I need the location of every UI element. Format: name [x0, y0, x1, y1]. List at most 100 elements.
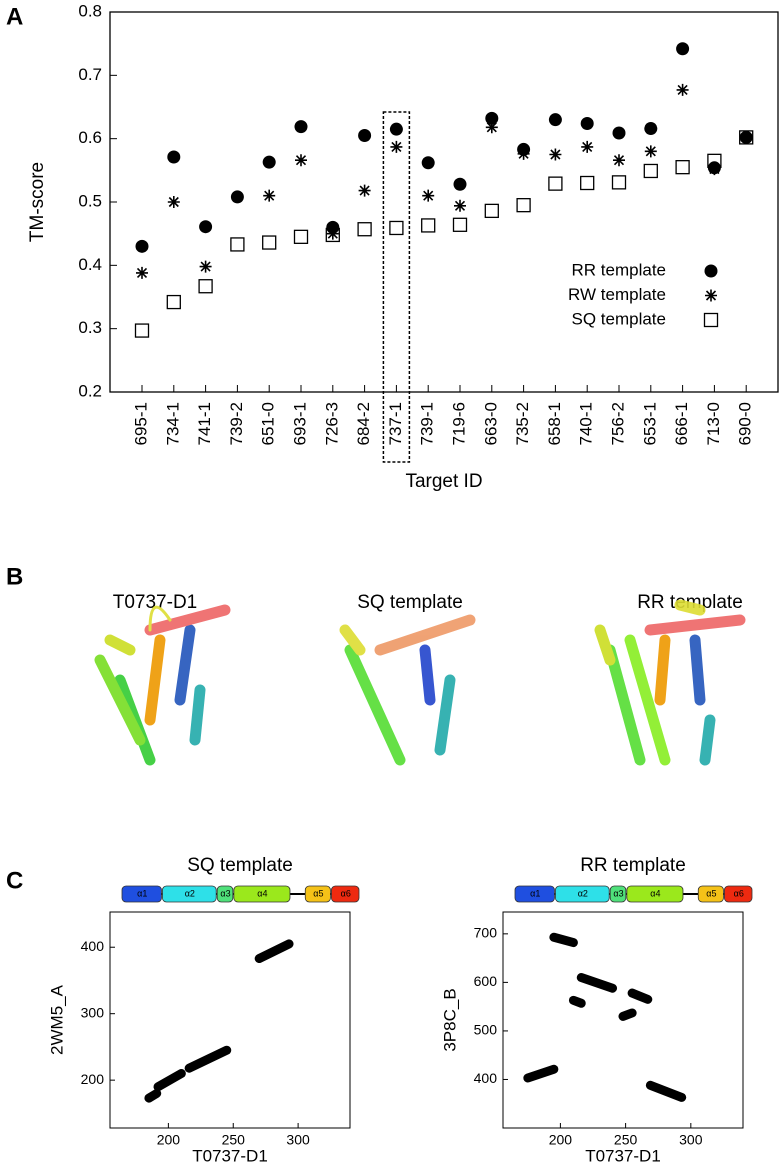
- marker: [454, 199, 466, 212]
- domain-helix: [555, 885, 610, 903]
- marker: [199, 260, 212, 273]
- x-tick-label: 739-1: [418, 402, 437, 445]
- x-tick-label: 695-1: [131, 402, 150, 445]
- x-tick-label: 300: [286, 1132, 310, 1148]
- chart-title: RR template: [580, 855, 686, 876]
- domain-label: α6: [734, 888, 744, 898]
- marker: [516, 198, 531, 213]
- marker: [166, 294, 181, 310]
- x-tick-label: 740-1: [577, 402, 596, 445]
- marker: [326, 220, 340, 234]
- x-axis-label: T0737-D1: [585, 1146, 661, 1165]
- marker: [705, 289, 717, 302]
- marker: [580, 175, 595, 191]
- marker: [707, 161, 721, 175]
- marker: [485, 121, 498, 134]
- domain-helix: [514, 885, 555, 903]
- marker: [613, 154, 625, 167]
- marker: [421, 218, 436, 233]
- domain-helix: [121, 885, 162, 903]
- domain-label: α4: [650, 888, 660, 898]
- marker: [452, 217, 468, 232]
- alignment-segment: [144, 1088, 162, 1103]
- panel-label: A: [6, 3, 23, 30]
- marker: [612, 126, 626, 140]
- marker: [453, 177, 467, 191]
- marker: [703, 312, 719, 328]
- x-tick-label: 653-1: [640, 402, 659, 445]
- alignment-segment: [184, 1045, 232, 1073]
- domain-helix: [724, 885, 753, 903]
- marker: [136, 266, 148, 279]
- legend-label: SQ template: [572, 309, 667, 328]
- marker: [485, 111, 499, 125]
- marker: [167, 196, 180, 208]
- y-axis-label: 3P8C_B: [440, 988, 459, 1051]
- alignment-segment: [254, 939, 294, 964]
- plot-frame: [109, 911, 351, 1129]
- marker: [294, 120, 308, 134]
- x-tick-label: 726-3: [322, 402, 341, 445]
- domain-label: α2: [578, 888, 588, 898]
- marker: [581, 140, 594, 153]
- x-tick-label: 737-1: [386, 402, 405, 445]
- protein-structure: [339, 614, 476, 766]
- alignment-segment: [568, 995, 586, 1008]
- marker: [643, 163, 658, 179]
- domain-helix: [162, 885, 217, 903]
- marker: [675, 160, 690, 175]
- marker: [548, 176, 563, 191]
- x-tick-label: 200: [157, 1132, 181, 1148]
- marker: [549, 148, 562, 161]
- marker: [739, 130, 753, 144]
- y-axis-label: TM-score: [27, 162, 48, 242]
- panel-label: B: [6, 563, 23, 590]
- y-tick-label: 400: [474, 1070, 498, 1086]
- marker: [676, 42, 690, 56]
- domain-label: α3: [220, 888, 230, 898]
- x-tick-label: 684-2: [354, 402, 373, 445]
- marker: [135, 239, 149, 253]
- marker: [357, 222, 372, 237]
- x-tick-label: 663-0: [481, 402, 500, 445]
- marker: [484, 203, 499, 219]
- y-tick-label: 300: [81, 1004, 105, 1020]
- x-tick-label: 739-2: [227, 402, 246, 445]
- alignment-segment: [576, 973, 618, 993]
- legend-label: RW template: [568, 285, 666, 304]
- y-tick-label: 0.5: [78, 191, 102, 210]
- domain-label: α4: [257, 888, 267, 898]
- x-tick-label: 300: [679, 1132, 703, 1148]
- marker: [230, 237, 245, 252]
- highlight-box: [382, 111, 411, 463]
- domain-label: α1: [530, 888, 540, 898]
- marker: [611, 175, 627, 190]
- domain-label: α5: [706, 888, 716, 898]
- y-tick-label: 0.7: [78, 65, 102, 84]
- y-tick-label: 0.2: [78, 381, 102, 400]
- marker: [676, 83, 689, 96]
- alignment-segment: [549, 932, 578, 948]
- y-tick-label: 400: [81, 938, 105, 954]
- alignment-segment: [627, 988, 653, 1004]
- marker: [389, 220, 404, 236]
- x-tick-label: 250: [222, 1132, 246, 1148]
- marker: [199, 220, 213, 234]
- domain-label: α6: [341, 888, 351, 898]
- marker: [358, 129, 372, 142]
- marker: [262, 235, 277, 250]
- marker: [704, 264, 718, 278]
- x-tick-label: 666-1: [672, 402, 691, 445]
- marker: [263, 189, 276, 202]
- marker: [644, 122, 658, 136]
- domain-label: α2: [185, 888, 195, 898]
- plot-frame: [109, 11, 779, 393]
- domain-helix: [304, 885, 331, 903]
- domain-helix: [626, 885, 684, 903]
- domain-helix: [233, 885, 291, 903]
- x-tick-label: 200: [549, 1132, 573, 1148]
- marker: [167, 150, 181, 164]
- domain-helix: [609, 885, 627, 903]
- x-tick-label: 735-2: [513, 402, 532, 445]
